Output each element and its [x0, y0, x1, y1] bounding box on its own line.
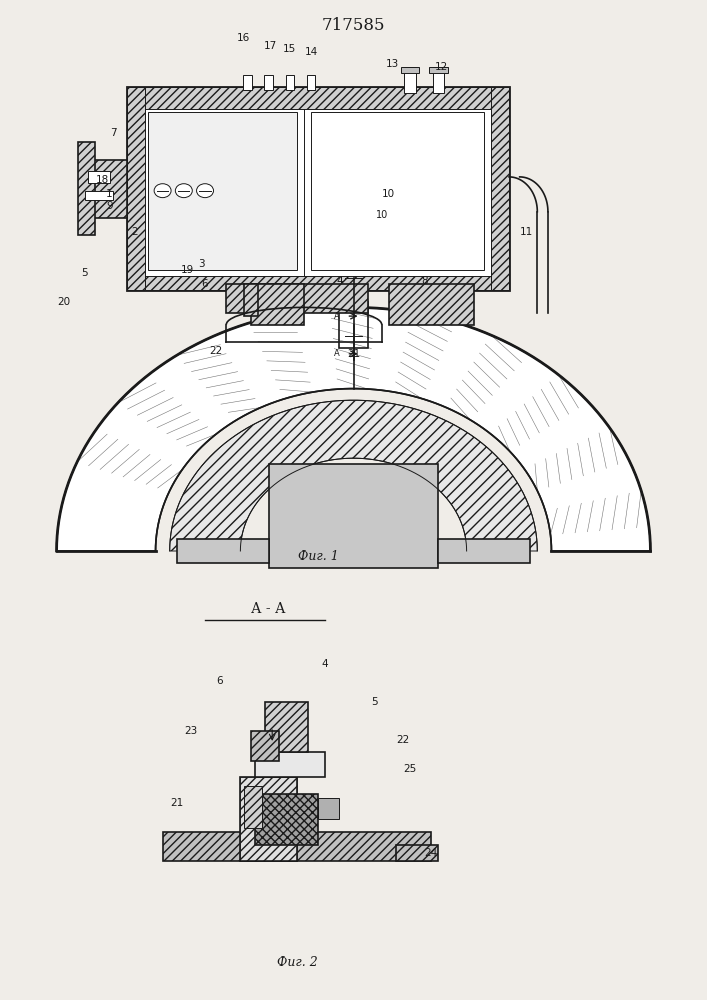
Bar [145, 275, 491, 290]
Circle shape [197, 184, 214, 198]
Polygon shape [170, 400, 537, 551]
Text: 5: 5 [371, 697, 378, 707]
Bar [92, 159, 127, 218]
Text: 12: 12 [436, 62, 448, 72]
Bar [148, 112, 297, 270]
Text: 25: 25 [404, 764, 416, 774]
Bar [286, 75, 294, 90]
Text: 21: 21 [347, 349, 360, 359]
Text: 7: 7 [110, 128, 117, 138]
Bar [240, 777, 297, 861]
Bar [251, 731, 279, 761]
Text: 15: 15 [284, 44, 296, 54]
Text: 17: 17 [264, 41, 276, 51]
Text: 22: 22 [397, 735, 409, 745]
Text: Фиг. 2: Фиг. 2 [276, 956, 317, 969]
Text: 8: 8 [421, 276, 428, 286]
Circle shape [175, 184, 192, 198]
Bar [127, 87, 509, 290]
Bar [491, 87, 509, 290]
Text: 10: 10 [382, 189, 395, 199]
Bar [404, 67, 416, 93]
Bar [127, 87, 145, 290]
Bar [389, 284, 474, 325]
Bar [438, 539, 530, 563]
Bar [433, 67, 444, 93]
Bar [251, 284, 304, 325]
Bar [255, 794, 318, 845]
Bar [264, 75, 273, 90]
Text: 13: 13 [386, 59, 399, 69]
Text: 2: 2 [131, 227, 138, 237]
Text: 6: 6 [201, 279, 209, 289]
Bar [78, 142, 95, 235]
Text: 22: 22 [209, 346, 222, 356]
Text: 6: 6 [216, 676, 223, 686]
Circle shape [154, 184, 171, 198]
Bar [265, 702, 308, 752]
Text: A: A [334, 349, 339, 358]
Text: 9: 9 [106, 201, 113, 211]
Bar [177, 539, 269, 563]
Text: 4: 4 [322, 659, 329, 669]
Bar [339, 302, 368, 348]
Text: 24: 24 [425, 848, 438, 858]
Text: 3: 3 [198, 259, 205, 269]
Bar [243, 75, 252, 90]
Bar [269, 464, 438, 568]
Text: 5: 5 [81, 268, 88, 278]
Bar [226, 284, 368, 313]
Bar [244, 284, 258, 316]
Bar [311, 112, 484, 270]
Text: 19: 19 [181, 265, 194, 275]
Bar [318, 798, 339, 819]
Text: 1: 1 [106, 189, 113, 199]
Text: 16: 16 [238, 33, 250, 43]
Text: A: A [334, 312, 339, 321]
Text: 21: 21 [170, 798, 183, 808]
Bar [240, 777, 297, 861]
Text: А - А: А - А [252, 602, 286, 616]
Text: 20: 20 [57, 297, 70, 307]
Bar [244, 786, 262, 828]
Text: 18: 18 [96, 175, 109, 185]
Bar [88, 171, 110, 183]
Bar [307, 75, 315, 90]
Text: 11: 11 [520, 227, 533, 237]
Bar [255, 752, 325, 777]
Bar [127, 87, 509, 109]
Text: Фиг. 1: Фиг. 1 [298, 550, 339, 563]
Bar [396, 845, 438, 861]
Text: 10: 10 [375, 210, 388, 220]
Bar [163, 832, 431, 861]
Text: 23: 23 [185, 726, 197, 736]
Text: 14: 14 [305, 47, 317, 57]
Polygon shape [57, 307, 650, 551]
Text: 4: 4 [336, 276, 343, 286]
Text: 717585: 717585 [322, 17, 385, 34]
Bar [429, 67, 448, 73]
Bar [85, 191, 113, 200]
Bar [401, 67, 419, 73]
